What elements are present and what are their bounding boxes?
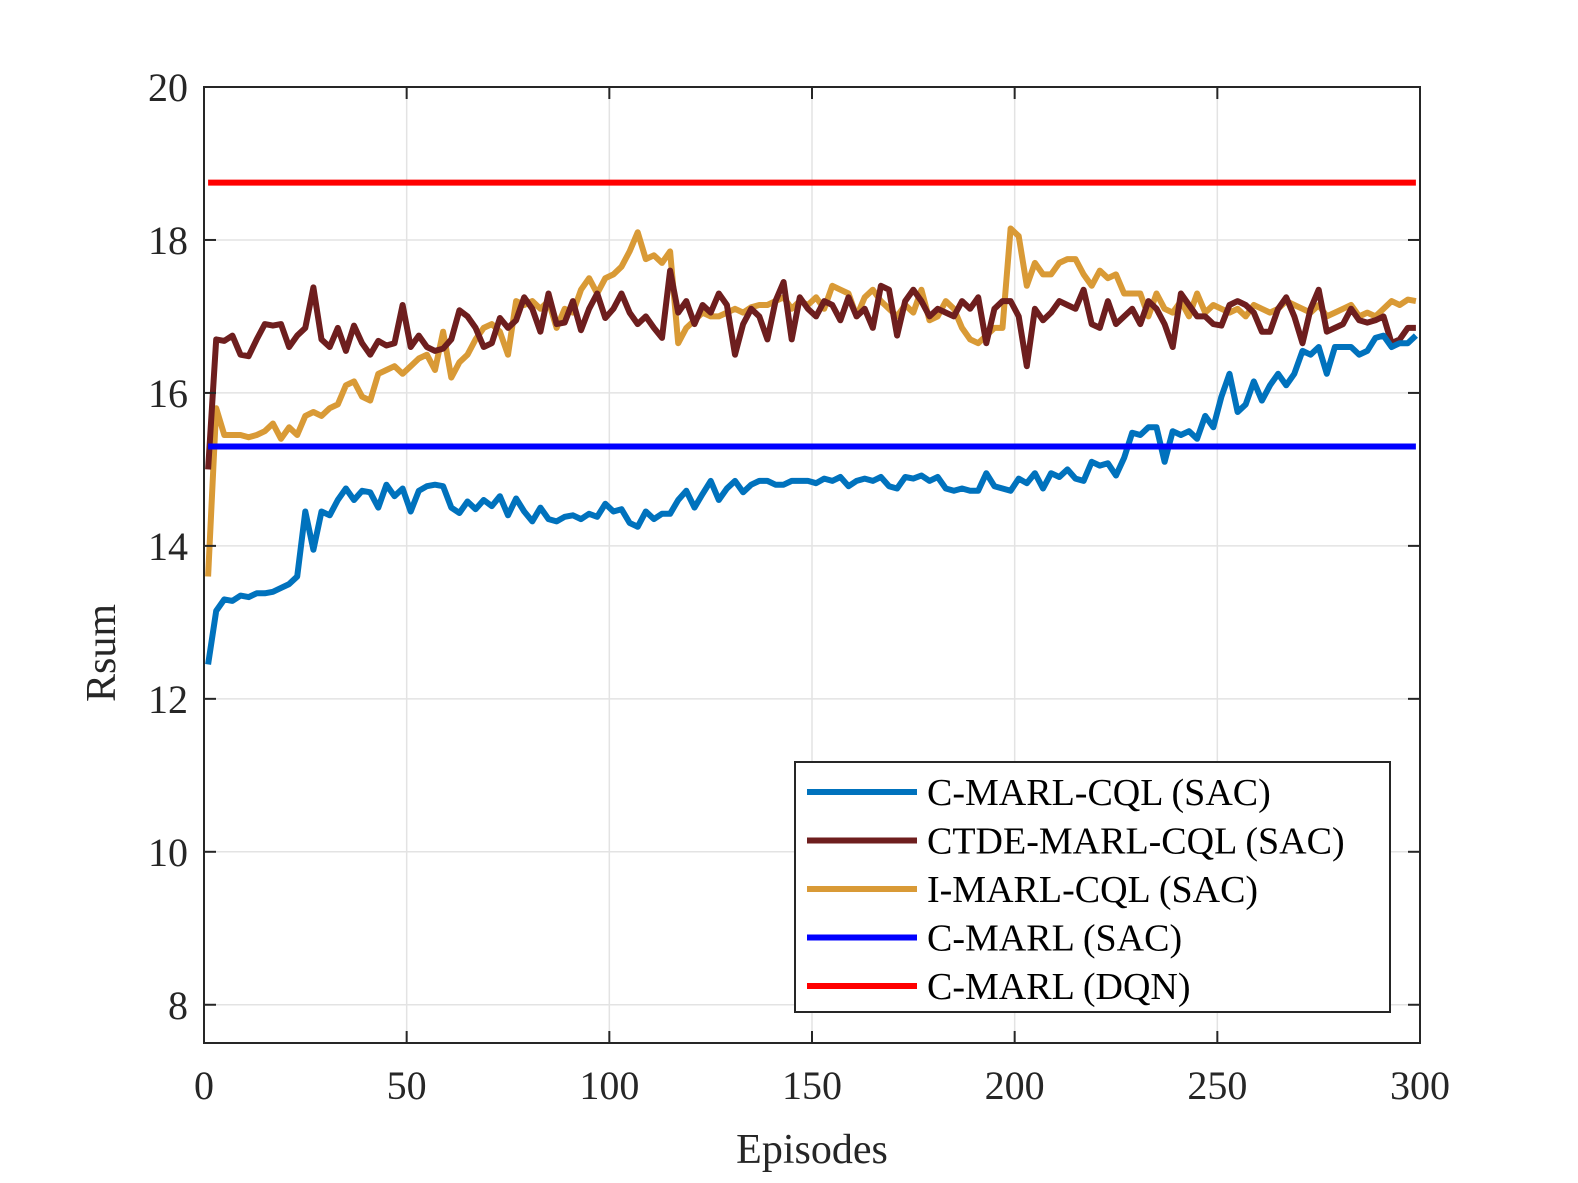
series-line-i-marl-cql-sac	[205, 225, 1417, 577]
x-tick-label: 250	[1187, 1063, 1247, 1108]
x-tick-label: 150	[782, 1063, 842, 1108]
series-lines	[205, 179, 1418, 665]
x-axis-label: Episodes	[736, 1127, 888, 1173]
legend-label: CTDE-MARL-CQL (SAC)	[927, 821, 1345, 863]
y-tick-label: 18	[148, 218, 188, 263]
y-tick-label: 8	[168, 983, 188, 1028]
y-tick-label: 12	[148, 677, 188, 722]
x-tick-label: 300	[1390, 1063, 1450, 1108]
legend: C-MARL-CQL (SAC) CTDE-MARL-CQL (SAC) I-MAR…	[794, 761, 1391, 1013]
ticks: 0 50 100 150 200 250 300 8 10 12 14 16 18 20	[148, 65, 1450, 1108]
x-tick-label: 200	[985, 1063, 1045, 1108]
x-tick-label: 100	[579, 1063, 639, 1108]
x-tick-label: 50	[387, 1063, 427, 1108]
series-line-ctde-marl-cql-sac	[205, 267, 1416, 470]
y-tick-label: 20	[148, 65, 188, 110]
y-tick-label: 16	[148, 371, 188, 416]
legend-label: C-MARL (DQN)	[927, 966, 1191, 1008]
y-axis-label: Rsum	[79, 604, 125, 702]
legend-label: I-MARL-CQL (SAC)	[927, 869, 1258, 911]
legend-label: C-MARL (SAC)	[927, 918, 1182, 960]
legend-label: C-MARL-CQL (SAC)	[927, 772, 1271, 814]
y-tick-label: 14	[148, 524, 188, 569]
series-line-c-marl-cql-sac	[205, 332, 1418, 665]
y-tick-label: 10	[148, 830, 188, 875]
x-tick-label: 0	[194, 1063, 214, 1108]
